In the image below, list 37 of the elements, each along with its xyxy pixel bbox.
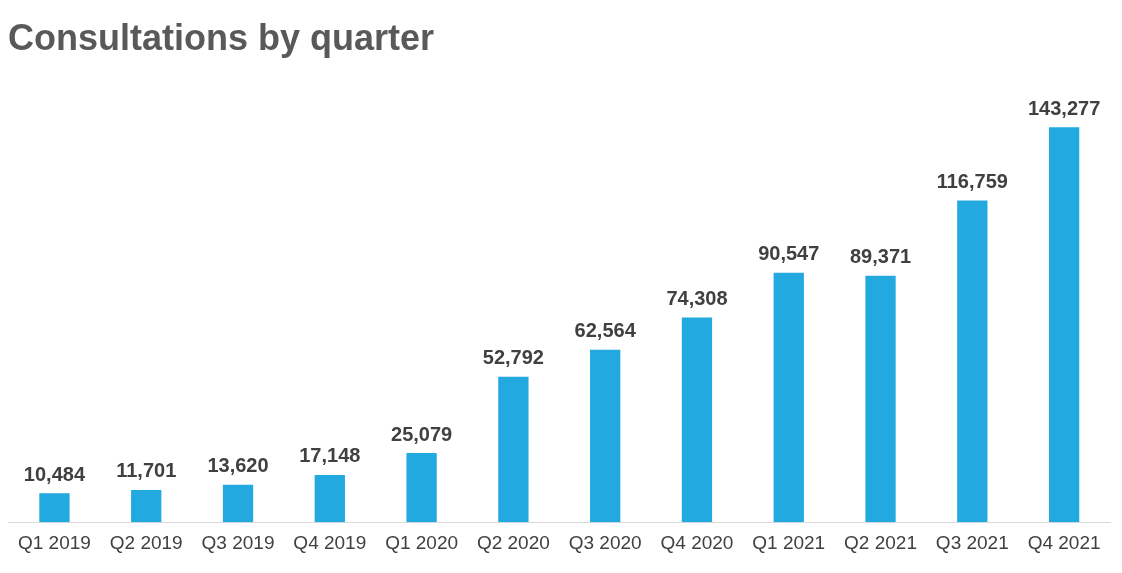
bar (681, 317, 713, 523)
bar (314, 474, 345, 523)
data-label: 17,148 (299, 444, 361, 467)
x-tick-label: Q1 2019 (17, 531, 91, 553)
bar (131, 489, 162, 523)
bar (865, 275, 896, 523)
data-label: 10,484 (23, 462, 86, 485)
data-label: 90,547 (758, 242, 820, 265)
data-label: 52,792 (482, 346, 544, 369)
bar (406, 453, 437, 523)
x-tick-label: Q4 2020 (660, 531, 734, 553)
x-tick-label: Q4 2019 (293, 531, 367, 553)
bar (773, 272, 804, 523)
bar (222, 484, 254, 523)
x-tick-label: Q2 2020 (476, 531, 550, 553)
x-tick-label: Q4 2021 (1027, 531, 1101, 553)
data-label: 13,620 (207, 454, 269, 477)
data-label: 25,079 (391, 422, 453, 445)
x-tick-label: Q1 2020 (385, 531, 459, 553)
bar (957, 200, 988, 523)
data-label: 62,564 (574, 319, 637, 342)
x-tick-label: Q3 2020 (568, 531, 642, 553)
data-label: 74,308 (666, 286, 728, 309)
x-tick-label: Q3 2019 (201, 531, 275, 553)
data-label: 89,371 (849, 245, 912, 268)
chart-title: Consultations by quarter (8, 16, 435, 58)
x-tick-label: Q2 2021 (844, 531, 917, 553)
x-tick-label: Q3 2021 (935, 531, 1009, 553)
x-tick-label: Q2 2019 (109, 531, 183, 553)
data-label: 143,277 (1027, 96, 1101, 119)
data-label: 116,759 (936, 169, 1008, 192)
data-label: 11,701 (116, 459, 177, 482)
x-tick-label: Q1 2021 (752, 531, 826, 553)
bar (39, 493, 70, 523)
bar (590, 349, 621, 523)
bar (1048, 127, 1080, 523)
bar (498, 376, 529, 523)
